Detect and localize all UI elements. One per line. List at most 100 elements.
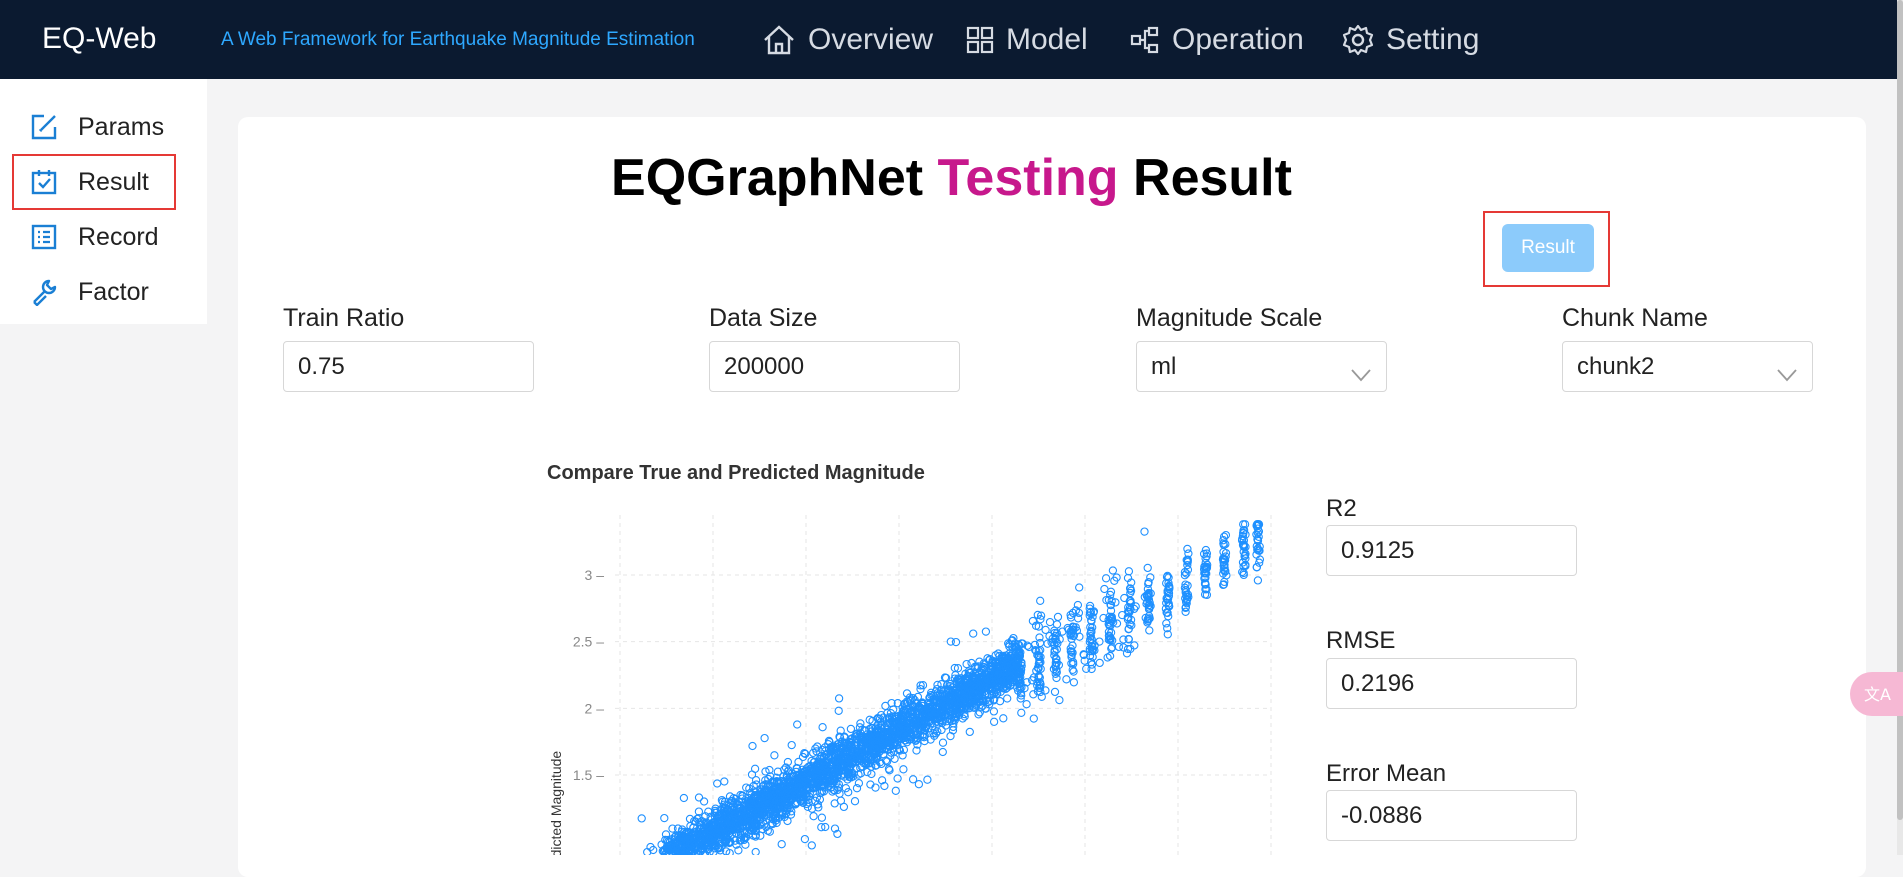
chevron-down-icon	[1776, 368, 1798, 382]
scatter-point	[714, 780, 721, 787]
scatter-point	[752, 848, 759, 855]
scatter-point	[721, 778, 728, 785]
scatter-point	[910, 776, 917, 783]
gear-icon	[1342, 24, 1374, 56]
scatter-point	[819, 724, 826, 731]
data-size-value: 200000	[724, 353, 804, 381]
title-suffix: Result	[1119, 149, 1292, 207]
nav-model-label: Model	[1006, 23, 1088, 57]
magnitude-scale-select[interactable]: ml	[1136, 341, 1387, 392]
scatter-point	[1120, 636, 1127, 643]
data-size-input[interactable]: 200000	[709, 341, 960, 392]
y-tick-label: 2 –	[585, 700, 605, 716]
scatter-point	[970, 630, 977, 637]
error-mean-field[interactable]: -0.0886	[1326, 790, 1577, 841]
edit-icon	[30, 113, 58, 141]
home-icon	[762, 24, 796, 56]
nav-model[interactable]: Model	[966, 18, 1088, 62]
scatter-point	[778, 841, 785, 848]
chunk-name-select[interactable]: chunk2	[1562, 341, 1813, 392]
scatter-point	[836, 695, 843, 702]
scatter-point	[638, 815, 645, 822]
scatter-point	[1030, 715, 1037, 722]
scatter-point	[939, 739, 946, 746]
r2-value: 0.9125	[1341, 537, 1414, 565]
scatter-point	[749, 742, 756, 749]
scatter-point	[788, 742, 795, 749]
chart-title: Compare True and Predicted Magnitude	[547, 462, 925, 485]
nav-overview[interactable]: Overview	[762, 18, 933, 62]
scatter-point	[939, 748, 946, 755]
scatter-point	[794, 721, 801, 728]
nav-overview-label: Overview	[808, 23, 933, 57]
top-navbar: EQ-Web A Web Framework for Earthquake Ma…	[0, 0, 1897, 79]
wrench-icon	[30, 278, 58, 306]
brand-subtitle: A Web Framework for Earthquake Magnitude…	[221, 29, 695, 51]
result-button[interactable]: Result	[1502, 224, 1594, 272]
scatter-point	[1076, 584, 1083, 591]
grid-icon	[966, 26, 994, 54]
y-tick-label: 2.5 –	[573, 634, 604, 650]
scatter-point	[847, 725, 854, 732]
page-title: EQGraphNet Testing Result	[0, 148, 1903, 208]
y-axis-label: Predicted Magnitude	[548, 751, 564, 855]
r2-label: R2	[1326, 495, 1357, 523]
scatter-point	[1037, 597, 1044, 604]
error-mean-label: Error Mean	[1326, 760, 1446, 788]
scatter-point	[831, 800, 838, 807]
data-size-label: Data Size	[709, 304, 817, 333]
rmse-label: RMSE	[1326, 627, 1395, 655]
scatter-point	[757, 832, 764, 839]
train-ratio-value: 0.75	[298, 353, 345, 381]
nav-operation-label: Operation	[1172, 23, 1304, 57]
list-icon	[30, 223, 58, 251]
scatter-point	[1115, 643, 1122, 650]
y-tick-label: 1.5 –	[573, 767, 604, 783]
sidebar-item-params[interactable]: Params	[14, 101, 174, 153]
scatter-point	[801, 836, 808, 843]
train-ratio-label: Train Ratio	[283, 304, 404, 333]
scatter-point	[975, 711, 982, 718]
title-prefix: EQGraphNet	[611, 149, 938, 207]
scatter-point	[1063, 676, 1070, 683]
scatter-point	[1254, 577, 1261, 584]
scatter-point	[900, 766, 907, 773]
scatter-point	[1004, 695, 1011, 702]
nav-operation[interactable]: Operation	[1130, 18, 1304, 62]
chevron-down-icon	[1350, 368, 1372, 382]
scatter-point	[701, 798, 708, 805]
scatter-point	[1109, 567, 1116, 574]
sidebar-item-record[interactable]: Record	[14, 211, 174, 263]
nav-setting[interactable]: Setting	[1342, 18, 1479, 62]
translate-widget[interactable]: 文A	[1850, 672, 1903, 716]
scatter-point	[892, 787, 899, 794]
scatter-point	[686, 815, 693, 822]
rmse-field[interactable]: 0.2196	[1326, 658, 1577, 709]
nav-setting-label: Setting	[1386, 23, 1479, 57]
scatter-point	[1023, 701, 1030, 708]
translate-icon: 文A	[1850, 672, 1903, 716]
train-ratio-input[interactable]: 0.75	[283, 341, 534, 392]
y-axis-ticks: 1.5 – 2 – 2.5 – 3 –	[573, 567, 604, 783]
scatter-points	[638, 521, 1263, 855]
scatter-point	[808, 842, 815, 849]
scatter-point	[1070, 679, 1077, 686]
r2-field[interactable]: 0.9125	[1326, 525, 1577, 576]
scatter-point	[1051, 688, 1058, 695]
scatter-point	[818, 814, 825, 821]
scatter-point	[1075, 615, 1082, 622]
sidebar-item-factor[interactable]: Factor	[14, 266, 174, 318]
sidebar-item-label: Params	[78, 113, 164, 142]
scatter-point	[761, 735, 768, 742]
scatter-point	[1018, 709, 1025, 716]
scatter-point	[1103, 575, 1110, 582]
title-accent: Testing	[938, 149, 1119, 207]
y-tick-label: 3 –	[585, 567, 605, 583]
scatter-point	[1125, 568, 1132, 575]
error-mean-value: -0.0886	[1341, 802, 1422, 830]
scatter-chart[interactable]: 1.5 – 2 – 2.5 – 3 – Predicted Magnitude	[540, 500, 1280, 855]
scatter-point	[680, 794, 687, 801]
scatter-point	[1096, 659, 1103, 666]
brand-title[interactable]: EQ-Web	[42, 22, 156, 56]
scatter-point	[851, 798, 858, 805]
